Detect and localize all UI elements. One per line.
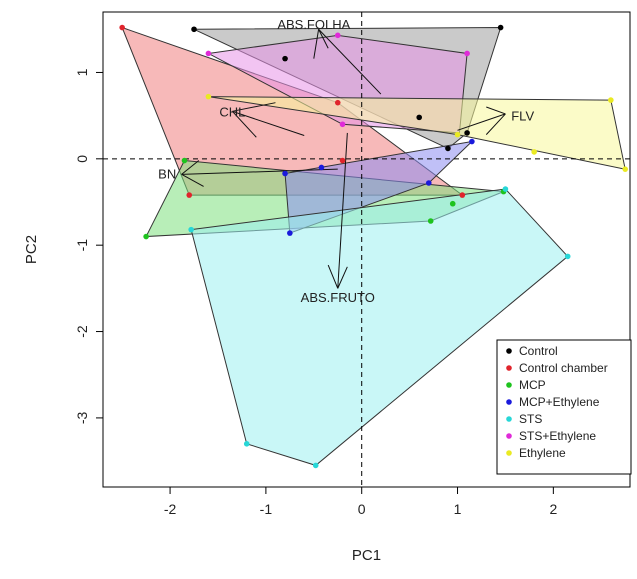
legend-marker-control-chamber xyxy=(506,365,512,371)
legend-label-ethylene: Ethylene xyxy=(519,446,566,460)
legend: Control Control chamber MCP MCP+Ethylene STS… xyxy=(496,339,632,475)
y-axis-label: PC2 xyxy=(23,235,40,264)
point-sts-ethylene-0 xyxy=(205,50,212,57)
legend-marker-sts-ethylene xyxy=(506,433,512,439)
point-control-0 xyxy=(191,26,197,33)
x-tick-label-4: 2 xyxy=(549,501,557,517)
point-control-3 xyxy=(416,114,423,121)
point-mcp-1 xyxy=(181,157,188,164)
legend-label-control-chamber: Control chamber xyxy=(519,361,608,375)
loading-label-abs-folha: ABS.FOLHA xyxy=(277,17,350,32)
loading-vectors: ABS.FOLHA CHL FLV BN ABS.FRUTO xyxy=(158,17,534,305)
x-tick-label-1: -1 xyxy=(260,501,273,517)
loading-line-abs-fruto-2 xyxy=(337,132,348,289)
legend-box xyxy=(496,339,632,475)
point-sts-3 xyxy=(312,462,319,469)
legend-label-control: Control xyxy=(519,344,558,358)
point-sts-0 xyxy=(188,226,194,233)
legend-marker-mcp xyxy=(506,382,512,388)
group-hulls xyxy=(121,26,626,466)
y-tick-label-4: 1 xyxy=(74,68,90,76)
point-mcp-ethylene-4 xyxy=(469,138,475,145)
point-control-chamber-1 xyxy=(334,99,341,106)
legend-label-sts-ethylene: STS+Ethylene xyxy=(519,429,596,443)
point-control-5 xyxy=(464,130,470,136)
point-mcp-0 xyxy=(143,233,149,240)
x-axis-label: PC1 xyxy=(352,547,381,564)
loading-line-chl-2 xyxy=(232,110,305,136)
point-mcp-ethylene-0 xyxy=(282,170,288,177)
loading-label-chl: CHL xyxy=(219,104,245,119)
loading-line-bn-1 xyxy=(181,173,204,187)
point-mcp-3 xyxy=(427,218,434,224)
loading-line-chl-0 xyxy=(232,102,276,112)
y-tick-label-2: -1 xyxy=(74,239,90,252)
y-tick-label-3: 0 xyxy=(74,155,90,163)
point-sts-ethylene-1 xyxy=(334,32,341,39)
point-sts-ethylene-3 xyxy=(339,121,346,128)
point-ethylene-4 xyxy=(454,131,461,138)
point-control-chamber-2 xyxy=(339,157,346,164)
point-mcp-ethylene-1 xyxy=(287,230,293,236)
y-axis: -3 -2 -1 0 1 xyxy=(74,68,103,424)
point-control-chamber-4 xyxy=(186,192,193,198)
x-tick-label-2: 0 xyxy=(358,501,366,517)
loading-line-bn-2 xyxy=(181,168,338,175)
point-mcp-ethylene-3 xyxy=(425,180,432,186)
loading-line-chl-1 xyxy=(231,110,257,138)
legend-label-sts: STS xyxy=(519,412,542,426)
reference-lines xyxy=(103,12,630,487)
legend-marker-sts xyxy=(506,416,512,422)
hull-sts xyxy=(190,188,569,466)
loading-label-bn: BN xyxy=(158,167,176,182)
loading-line-abs-fruto-0 xyxy=(327,264,339,289)
loading-label-abs-fruto: ABS.FRUTO xyxy=(301,290,375,305)
point-sts-ethylene-2 xyxy=(464,50,470,57)
legend-label-mcp-ethylene: MCP+Ethylene xyxy=(519,395,600,409)
point-control-4 xyxy=(445,145,451,152)
point-ethylene-2 xyxy=(622,166,629,172)
loading-label-flv: FLV xyxy=(511,109,534,124)
legend-label-mcp: MCP xyxy=(519,378,546,392)
point-mcp-2 xyxy=(449,200,456,207)
loading-line-flv-1 xyxy=(485,113,506,135)
point-sts-2 xyxy=(564,253,571,260)
point-sts-1 xyxy=(502,186,509,192)
plot-frame xyxy=(102,11,631,488)
x-tick-label-0: -2 xyxy=(164,501,177,517)
point-control-chamber-3 xyxy=(459,192,466,198)
loading-line-flv-0 xyxy=(486,106,506,115)
y-tick-label-1: -2 xyxy=(74,325,90,338)
legend-marker-ethylene xyxy=(506,450,512,456)
point-control-1 xyxy=(497,24,504,31)
data-points xyxy=(119,24,629,469)
legend-marker-mcp-ethylene xyxy=(506,399,512,405)
point-control-chamber-0 xyxy=(119,24,125,31)
point-control-2 xyxy=(282,55,288,62)
x-axis: -2 -1 0 1 2 xyxy=(164,487,557,517)
loading-line-flv-2 xyxy=(457,113,506,131)
loading-line-abs-fruto-1 xyxy=(337,266,348,289)
legend-marker-control xyxy=(506,348,512,354)
loading-line-abs-folha-0 xyxy=(313,29,320,59)
point-sts-4 xyxy=(243,441,250,447)
y-tick-label-0: -3 xyxy=(74,411,90,424)
point-ethylene-0 xyxy=(205,93,212,100)
x-tick-label-3: 1 xyxy=(454,501,462,517)
loading-line-abs-folha-1 xyxy=(318,29,329,49)
loading-line-abs-folha-2 xyxy=(318,28,382,95)
point-ethylene-1 xyxy=(608,97,614,103)
point-mcp-ethylene-2 xyxy=(318,164,325,171)
loading-line-bn-0 xyxy=(181,160,200,175)
point-ethylene-3 xyxy=(531,149,537,155)
